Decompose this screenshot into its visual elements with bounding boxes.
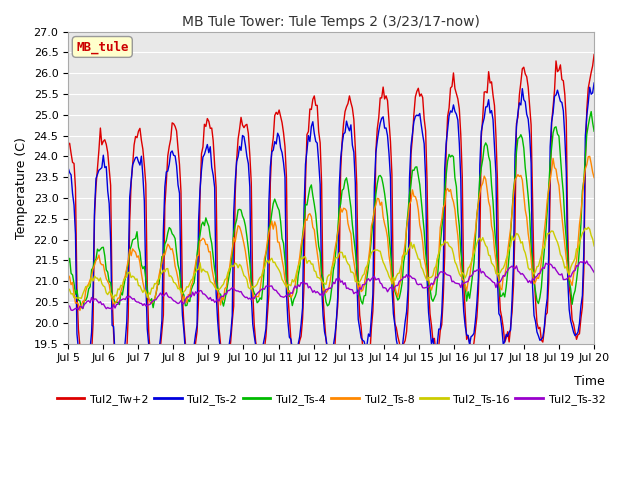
Tul2_Ts-32	[240, 293, 248, 299]
Tul2_Ts-4	[64, 261, 72, 266]
Tul2_Ts-4	[249, 286, 257, 291]
Tul2_Ts-2	[296, 334, 303, 340]
Tul2_Ts-32	[583, 258, 591, 264]
Tul2_Ts-16	[130, 274, 138, 280]
Tul2_Ts-32	[249, 295, 257, 301]
Legend: Tul2_Tw+2, Tul2_Ts-2, Tul2_Ts-4, Tul2_Ts-8, Tul2_Ts-16, Tul2_Ts-32: Tul2_Tw+2, Tul2_Ts-2, Tul2_Ts-4, Tul2_Ts…	[52, 390, 610, 409]
Tul2_Ts-16	[249, 284, 257, 289]
Tul2_Ts-32	[223, 291, 230, 297]
Tul2_Tw+2	[563, 118, 570, 123]
Y-axis label: Temperature (C): Temperature (C)	[15, 137, 28, 239]
Tul2_Tw+2	[240, 125, 248, 131]
Tul2_Ts-16	[223, 276, 230, 281]
Tul2_Ts-2	[79, 373, 86, 379]
Tul2_Ts-8	[296, 255, 303, 261]
Tul2_Ts-8	[76, 308, 84, 313]
Tul2_Ts-32	[68, 308, 76, 313]
Tul2_Ts-16	[590, 243, 598, 249]
Tul2_Ts-8	[249, 290, 257, 296]
Tul2_Ts-32	[130, 296, 138, 301]
Title: MB Tule Tower: Tule Temps 2 (3/23/17-now): MB Tule Tower: Tule Temps 2 (3/23/17-now…	[182, 15, 480, 29]
Tul2_Ts-2	[130, 158, 138, 164]
Tul2_Ts-8	[590, 175, 598, 180]
Tul2_Ts-8	[586, 154, 593, 159]
Tul2_Ts-16	[109, 296, 117, 301]
Text: MB_tule: MB_tule	[76, 40, 129, 54]
Tul2_Tw+2	[81, 378, 88, 384]
Tul2_Ts-4	[240, 216, 248, 222]
Tul2_Ts-16	[240, 273, 248, 278]
Tul2_Tw+2	[296, 338, 303, 344]
Line: Tul2_Ts-8: Tul2_Ts-8	[68, 156, 594, 311]
Tul2_Ts-4	[563, 237, 570, 242]
Line: Tul2_Ts-2: Tul2_Ts-2	[68, 83, 594, 376]
Tul2_Tw+2	[249, 288, 257, 294]
Tul2_Ts-8	[64, 272, 72, 278]
Tul2_Ts-2	[223, 351, 230, 357]
Tul2_Ts-32	[563, 276, 570, 282]
Tul2_Ts-16	[64, 286, 72, 291]
Line: Tul2_Ts-32: Tul2_Ts-32	[68, 261, 594, 311]
Line: Tul2_Tw+2: Tul2_Tw+2	[68, 55, 594, 381]
Tul2_Ts-32	[64, 303, 72, 309]
Tul2_Ts-2	[64, 165, 72, 171]
Tul2_Ts-32	[590, 269, 598, 275]
Tul2_Ts-4	[590, 128, 598, 134]
Tul2_Ts-8	[130, 248, 138, 253]
Line: Tul2_Ts-4: Tul2_Ts-4	[68, 111, 594, 309]
Tul2_Tw+2	[130, 142, 138, 148]
Tul2_Ts-2	[240, 134, 248, 140]
Tul2_Ts-8	[223, 284, 230, 290]
X-axis label: Time: Time	[574, 375, 605, 388]
Tul2_Ts-16	[296, 260, 303, 266]
Tul2_Ts-8	[563, 256, 570, 262]
Tul2_Ts-4	[79, 306, 86, 312]
Tul2_Ts-4	[296, 264, 303, 270]
Tul2_Ts-4	[588, 108, 595, 114]
Tul2_Ts-4	[130, 236, 138, 242]
Line: Tul2_Ts-16: Tul2_Ts-16	[68, 228, 594, 299]
Tul2_Ts-2	[590, 80, 598, 86]
Tul2_Tw+2	[590, 52, 598, 58]
Tul2_Ts-2	[563, 169, 570, 175]
Tul2_Ts-16	[584, 225, 592, 230]
Tul2_Ts-32	[296, 284, 303, 289]
Tul2_Tw+2	[223, 364, 230, 370]
Tul2_Ts-4	[223, 289, 230, 295]
Tul2_Ts-2	[249, 321, 257, 327]
Tul2_Tw+2	[64, 142, 72, 148]
Tul2_Ts-16	[563, 264, 570, 270]
Tul2_Ts-8	[240, 241, 248, 247]
